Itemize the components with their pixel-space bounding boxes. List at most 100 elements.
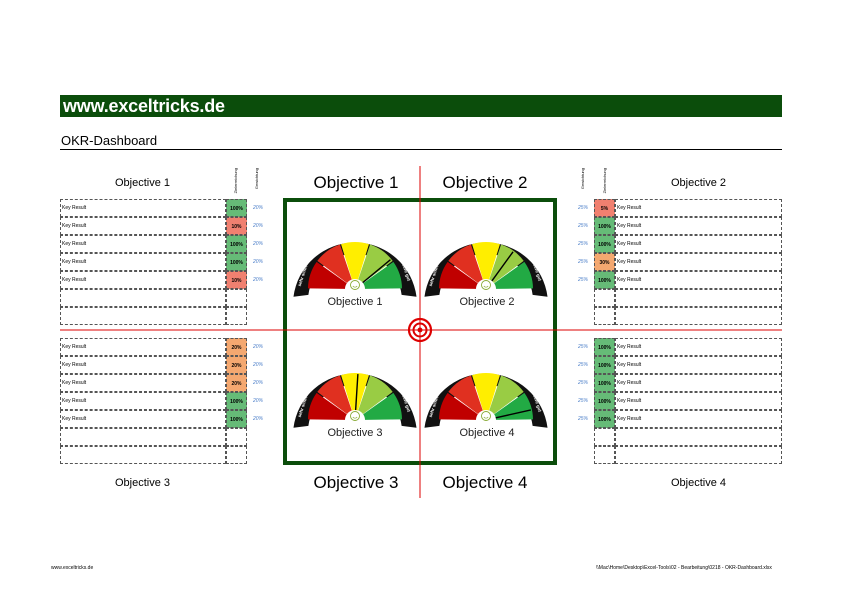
smiley-mouth bbox=[352, 285, 358, 288]
gauge-3-label: Objective 3 bbox=[327, 427, 383, 439]
gauge-segment bbox=[308, 392, 347, 420]
table-row bbox=[615, 428, 782, 446]
gauge-segment bbox=[494, 261, 533, 289]
gauge-segment bbox=[472, 242, 500, 280]
achievement-cell bbox=[226, 289, 247, 307]
table-row bbox=[60, 356, 226, 374]
gauge-segment bbox=[439, 261, 478, 289]
footer-right: \\Mac\Home\Desktop\Excel-Tools\02 - Bear… bbox=[596, 565, 772, 571]
weight-value: 20% bbox=[253, 241, 264, 247]
target-icon bbox=[407, 317, 433, 343]
achievement-cell bbox=[594, 289, 615, 307]
gauge-segment-label: sehr gut bbox=[401, 263, 411, 282]
weight-value: 20% bbox=[253, 398, 264, 404]
center-objective-4-title: Objective 4 bbox=[442, 473, 528, 492]
table-row bbox=[615, 410, 782, 428]
gauge-segment-label: sehr gut bbox=[532, 394, 542, 413]
weight-value: 20% bbox=[253, 223, 264, 229]
gauge-segment-label: gut bbox=[513, 241, 522, 249]
achievement-cell: 100% bbox=[226, 253, 247, 271]
table-row bbox=[615, 271, 782, 289]
smiley-mouth bbox=[483, 285, 489, 288]
center-objective-2-title: Objective 2 bbox=[442, 173, 528, 192]
achievement-cell: 10% bbox=[226, 271, 247, 289]
smiley-icon bbox=[481, 411, 491, 421]
weight-value: 20% bbox=[253, 259, 264, 265]
key-result-label: Key Result bbox=[617, 398, 642, 404]
achievement-cell: 100% bbox=[594, 217, 615, 235]
gauge-4-label: Objective 4 bbox=[459, 427, 515, 439]
gauge-2-label: Objective 2 bbox=[459, 296, 515, 308]
banner-text: www.exceltricks.de bbox=[63, 96, 225, 116]
table-row bbox=[615, 356, 782, 374]
achievement-cell bbox=[594, 307, 615, 325]
table-row bbox=[615, 289, 782, 307]
table-row bbox=[60, 289, 226, 307]
site-banner bbox=[60, 95, 782, 117]
key-result-label: Key Result bbox=[617, 205, 642, 211]
achievement-cell: 10% bbox=[226, 217, 247, 235]
key-result-label: Key Result bbox=[62, 398, 87, 404]
objective-1-title: Objective 1 bbox=[114, 177, 171, 189]
smiley-mouth bbox=[483, 416, 489, 419]
weight-value: 25% bbox=[578, 362, 589, 368]
table-row bbox=[60, 410, 226, 428]
key-result-label: Key Result bbox=[62, 362, 87, 368]
achievement-cell: 100% bbox=[594, 392, 615, 410]
weight-value: 25% bbox=[578, 259, 589, 265]
gauge-needle bbox=[362, 259, 391, 284]
smiley-mouth bbox=[352, 416, 358, 419]
achievement-cell bbox=[594, 446, 615, 464]
key-result-label: Key Result bbox=[617, 241, 642, 247]
objective-4-title: Objective 4 bbox=[670, 477, 727, 489]
title-divider bbox=[60, 149, 782, 150]
page-title: OKR-Dashboard bbox=[61, 133, 158, 148]
gauge-segment bbox=[448, 375, 483, 415]
achievement-cell bbox=[594, 428, 615, 446]
table-row bbox=[615, 374, 782, 392]
gauge-segment-label: sehr gut bbox=[532, 263, 542, 282]
gauge-segment-label: gut bbox=[382, 241, 391, 249]
weight-value: 25% bbox=[578, 344, 589, 350]
achievement-cell bbox=[226, 446, 247, 464]
key-result-label: Key Result bbox=[617, 362, 642, 368]
weight-value: 20% bbox=[253, 277, 264, 283]
table-row bbox=[60, 446, 226, 464]
weight-value: 20% bbox=[253, 416, 264, 422]
gauge-needle bbox=[354, 374, 359, 411]
table-row bbox=[60, 271, 226, 289]
gauge-segment bbox=[363, 392, 402, 420]
table-row bbox=[60, 428, 226, 446]
weight-value: 20% bbox=[253, 362, 264, 368]
achievement-cell: 100% bbox=[594, 410, 615, 428]
achievement-cell: 100% bbox=[594, 338, 615, 356]
achievement-cell: 100% bbox=[594, 271, 615, 289]
key-result-label: Key Result bbox=[617, 277, 642, 283]
key-result-label: Key Result bbox=[62, 259, 87, 265]
smiley-icon bbox=[350, 280, 360, 290]
objective-3-title: Objective 3 bbox=[114, 477, 171, 489]
weight-value: 25% bbox=[578, 398, 589, 404]
weight-value: 25% bbox=[578, 380, 589, 386]
gauge-segment bbox=[341, 242, 369, 280]
gauge-1-label: Objective 1 bbox=[327, 296, 383, 308]
key-result-label: Key Result bbox=[62, 416, 87, 422]
gauge-segment bbox=[472, 372, 500, 411]
achievement-cell: 100% bbox=[594, 356, 615, 374]
table-row bbox=[60, 307, 226, 325]
gauge-segment bbox=[448, 244, 483, 284]
key-result-label: Key Result bbox=[62, 277, 87, 283]
table-row bbox=[60, 199, 226, 217]
key-result-label: Key Result bbox=[62, 380, 87, 386]
gauge-segment bbox=[489, 375, 524, 415]
table-row bbox=[60, 217, 226, 235]
key-result-label: Key Result bbox=[62, 223, 87, 229]
achievement-cell: 20% bbox=[226, 356, 247, 374]
center-objective-1-title: Objective 1 bbox=[313, 173, 399, 192]
gauge-needle bbox=[495, 409, 532, 419]
gauge-segment bbox=[358, 244, 393, 284]
key-result-label: Key Result bbox=[617, 380, 642, 386]
achievement-cell: 20% bbox=[226, 374, 247, 392]
gauge-needle bbox=[491, 251, 514, 282]
smiley-icon bbox=[481, 280, 491, 290]
